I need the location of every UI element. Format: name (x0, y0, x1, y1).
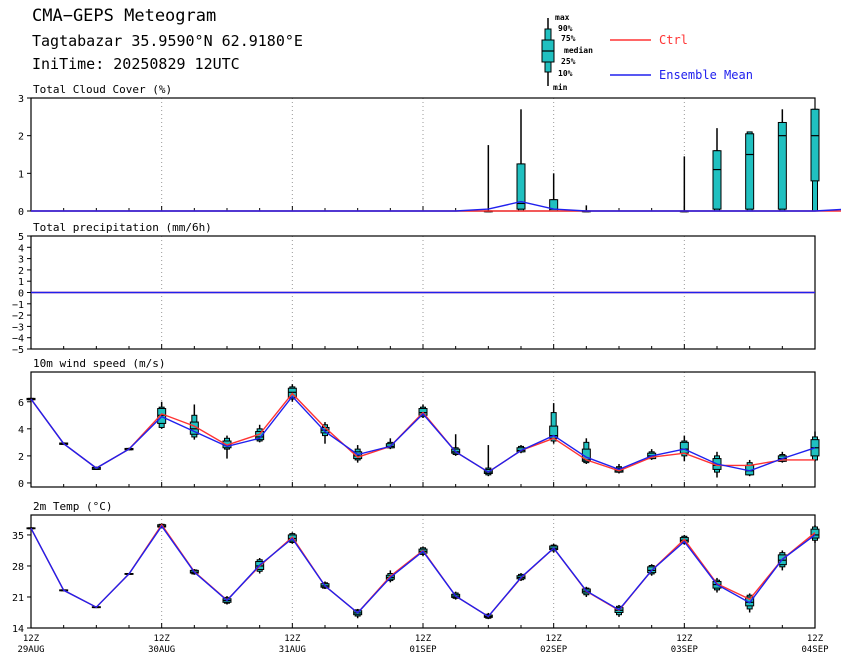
x-tick-date: 03SEP (671, 645, 699, 655)
y-tick-label: −3 (12, 322, 24, 333)
y-tick-label: 0 (18, 289, 24, 300)
init-time-label: IniTime: 20250829 12UTC (32, 55, 240, 73)
x-tick-date: 01SEP (409, 645, 437, 655)
legend-mean-label: Ensemble Mean (659, 68, 753, 82)
box-25-75 (810, 108, 820, 182)
box-25-75 (679, 441, 689, 454)
legend: max 90%75% median 25% 10% min Ctrl Ensemble Mea… (541, 13, 753, 92)
legend-box-label: min (553, 82, 568, 92)
panel-2: Total precipitation (mm/6h)543210−1−2−3−… (12, 221, 816, 356)
legend-ctrl-label: Ctrl (659, 33, 688, 47)
y-tick-label: −4 (12, 334, 24, 345)
panel-title: 2m Temp (°C) (33, 500, 112, 513)
ensemble-mean-line (30, 524, 816, 618)
y-tick-label: 35 (12, 531, 24, 542)
y-tick-label: 3 (18, 255, 24, 266)
panel-1: Total Cloud Cover (%) 0 1 2 3 (18, 83, 841, 218)
x-tick-hour: 12Z (23, 634, 40, 644)
y-tick-label: −1 (12, 300, 24, 311)
y-tick-label: 3 (18, 94, 24, 105)
panel-title: Total precipitation (mm/6h) (33, 221, 212, 234)
y-tick-label: 2 (18, 452, 24, 463)
x-tick-date: 04SEP (801, 645, 829, 655)
legend-box-label: max (555, 13, 570, 22)
x-tick-date: 30AUG (148, 645, 175, 655)
panel-3: 10m wind speed (m/s) 0 2 4 6 (18, 357, 820, 490)
y-tick-label: 4 (18, 425, 24, 436)
box-25-75 (712, 150, 722, 210)
ctrl-line (30, 523, 816, 618)
box-25-75 (810, 528, 820, 539)
y-tick-label: 1 (18, 277, 24, 288)
x-tick-hour: 12Z (154, 634, 171, 644)
y-tick-label: −5 (12, 345, 24, 356)
y-tick-label: 0 (18, 207, 24, 218)
ctrl-line (30, 392, 815, 473)
legend-box-label: 25% (561, 57, 576, 66)
panel-frame (30, 371, 816, 488)
legend-box-label: 90% (558, 24, 573, 33)
x-tick-hour: 12Z (676, 634, 693, 644)
box-25-75 (777, 121, 787, 210)
y-tick-label: 2 (18, 266, 24, 277)
y-tick-label: 4 (18, 243, 24, 254)
box-25-75 (516, 163, 526, 210)
y-tick-label: 2 (18, 132, 24, 143)
x-tick-hour: 12Z (546, 634, 563, 644)
legend-box-label: 75% (561, 34, 576, 43)
panel-title: 10m wind speed (m/s) (33, 357, 165, 370)
y-tick-label: 5 (18, 232, 24, 243)
meteogram-title: CMA−GEPS Meteogram (32, 6, 217, 26)
x-tick-hour: 12Z (284, 634, 301, 644)
x-tick-date: 02SEP (540, 645, 568, 655)
location-label: Tagtabazar 35.9590°N 62.9180°E (32, 32, 303, 50)
panel-4: 2m Temp (°C) 14 21 28 35 (12, 500, 820, 635)
legend-box-label: 10% (558, 69, 573, 78)
box-25-75 (745, 133, 755, 210)
panel-frame (30, 514, 816, 629)
x-tick-date: 31AUG (279, 645, 306, 655)
x-tick-hour: 12Z (415, 634, 432, 644)
y-tick-label: −2 (12, 311, 24, 322)
x-tick-date: 29AUG (17, 645, 44, 655)
box-25-75 (745, 596, 755, 607)
ensemble-mean-line (30, 395, 816, 473)
ensemble-mean-line (31, 200, 841, 212)
y-tick-label: 0 (18, 479, 24, 490)
y-tick-label: 21 (12, 593, 24, 604)
panel-title: Total Cloud Cover (%) (33, 83, 172, 96)
legend-box-label: median (564, 45, 593, 55)
y-tick-label: 6 (18, 398, 24, 409)
x-tick-hour: 12Z (807, 634, 824, 644)
y-tick-label: 14 (12, 624, 24, 635)
y-tick-label: 1 (18, 169, 24, 180)
y-tick-label: 28 (12, 562, 24, 573)
